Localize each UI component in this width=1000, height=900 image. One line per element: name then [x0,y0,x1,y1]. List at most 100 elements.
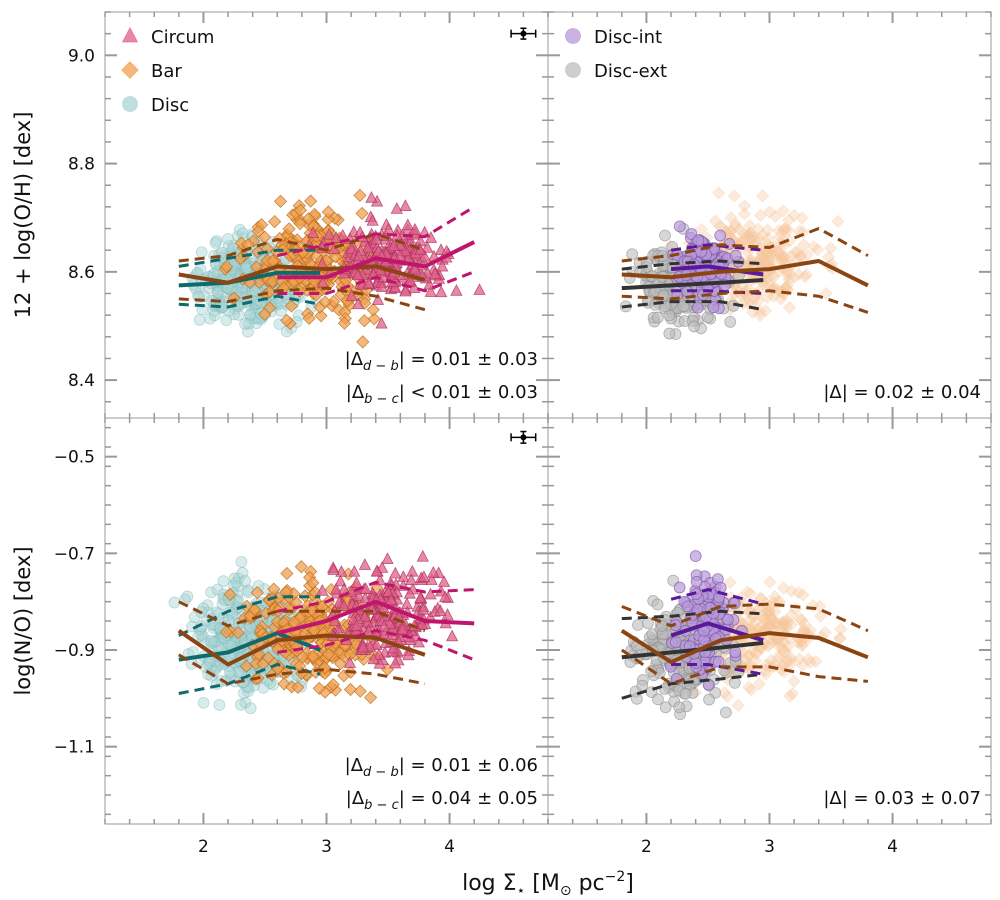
disc-point [240,262,252,275]
bar-point-faded [768,209,783,224]
bar-point [273,194,288,208]
legend-marker-bar [121,61,139,79]
bar-point [250,585,264,600]
disc-point [239,696,252,709]
disc-int-point [714,229,727,242]
bar-point-faded [772,617,786,631]
bar-point-faded [740,585,755,599]
disc-point [228,572,241,585]
disc-point [243,681,255,694]
disc-ext-point [651,311,664,324]
circum-point [416,549,429,562]
circum-point [438,590,452,603]
disc-ext-point [724,316,737,328]
circum-point [424,587,437,600]
circum-point [365,190,378,203]
bar-point-faded [769,616,783,630]
bar-point-faded [770,633,785,647]
bar-point-faded [767,289,781,303]
bar-point [267,582,281,596]
disc-lower-line [178,294,321,309]
disc-int-point [669,636,682,649]
bar-point [302,311,316,325]
circum-point [396,622,409,635]
bar-point-faded [752,677,766,691]
disc-point [232,594,245,607]
bar-point-faded [772,224,786,238]
disc-ext-point [703,693,715,706]
bar-point-faded [776,204,790,218]
bar-point-faded [755,189,770,203]
disc-point [209,635,221,648]
bar-point [231,626,245,640]
legend-label-disc-int: Disc-int [594,27,662,48]
bar-point [355,206,369,221]
bar-point-faded [760,271,774,286]
disc-upper-line [178,595,321,637]
bar-point-faded [756,618,770,633]
disc-point [225,669,238,682]
disc-point [230,595,243,608]
bar-point-faded [744,226,758,240]
disc-int-point [729,249,742,262]
bar-point [353,188,367,203]
disc-point [211,659,224,672]
bar-point [343,682,358,697]
bar-point-faded [732,222,747,237]
y-tick-label: 8.8 [68,155,95,175]
legend-marker-disc-ext [565,62,581,78]
bar-point [367,312,381,326]
errorbar-point [520,434,527,441]
bar-point [293,217,307,231]
disc-point [248,302,261,315]
bar-point-faded [799,268,814,282]
bar-point-faded [770,632,784,646]
disc-ext-point [626,248,639,261]
bar-median-line [178,264,426,285]
bar-point [284,299,299,313]
disc-int-point [673,581,686,594]
bar-point-faded [772,639,786,653]
bar-point [304,194,318,208]
bar-point-faded [746,305,760,319]
circum-point [399,199,412,211]
bar-point-faded [787,674,801,689]
bar-point-faded [765,612,779,626]
circum-lower-line [277,629,475,662]
disc-point [221,233,234,245]
disc-int-point [722,613,734,626]
bar-point-faded [763,636,777,650]
bar-point-faded [776,659,790,673]
disc-point [205,586,218,599]
disc-ext-point [719,706,732,719]
disc-point [195,628,208,641]
legend-marker-disc [122,96,138,112]
bar-point-faded [791,245,805,259]
bar-point-faded [758,667,773,681]
disc-point [204,312,217,325]
bar-point-faded [761,231,775,246]
disc-point [216,598,229,611]
disc-point [227,579,240,592]
disc-point [235,556,248,568]
circum-point [362,276,375,289]
bar-point-faded [761,639,775,653]
bar-point-faded [797,237,811,252]
circum-point [337,599,351,611]
disc-point [275,305,287,317]
bar-point-faded [753,308,767,322]
bar-point-faded [781,223,795,237]
disc-point [232,572,245,585]
circum-point [415,617,429,630]
circum-upper-line [276,205,475,258]
bar-point-faded [802,652,816,666]
circum-point [437,575,451,587]
circum-point [389,656,402,669]
bar-point-faded [708,214,722,228]
bar-point [277,677,291,691]
bar-point-faded [831,214,845,229]
disc-point [228,308,241,321]
bar-point-faded [745,231,759,245]
bar-point-faded [740,654,754,669]
